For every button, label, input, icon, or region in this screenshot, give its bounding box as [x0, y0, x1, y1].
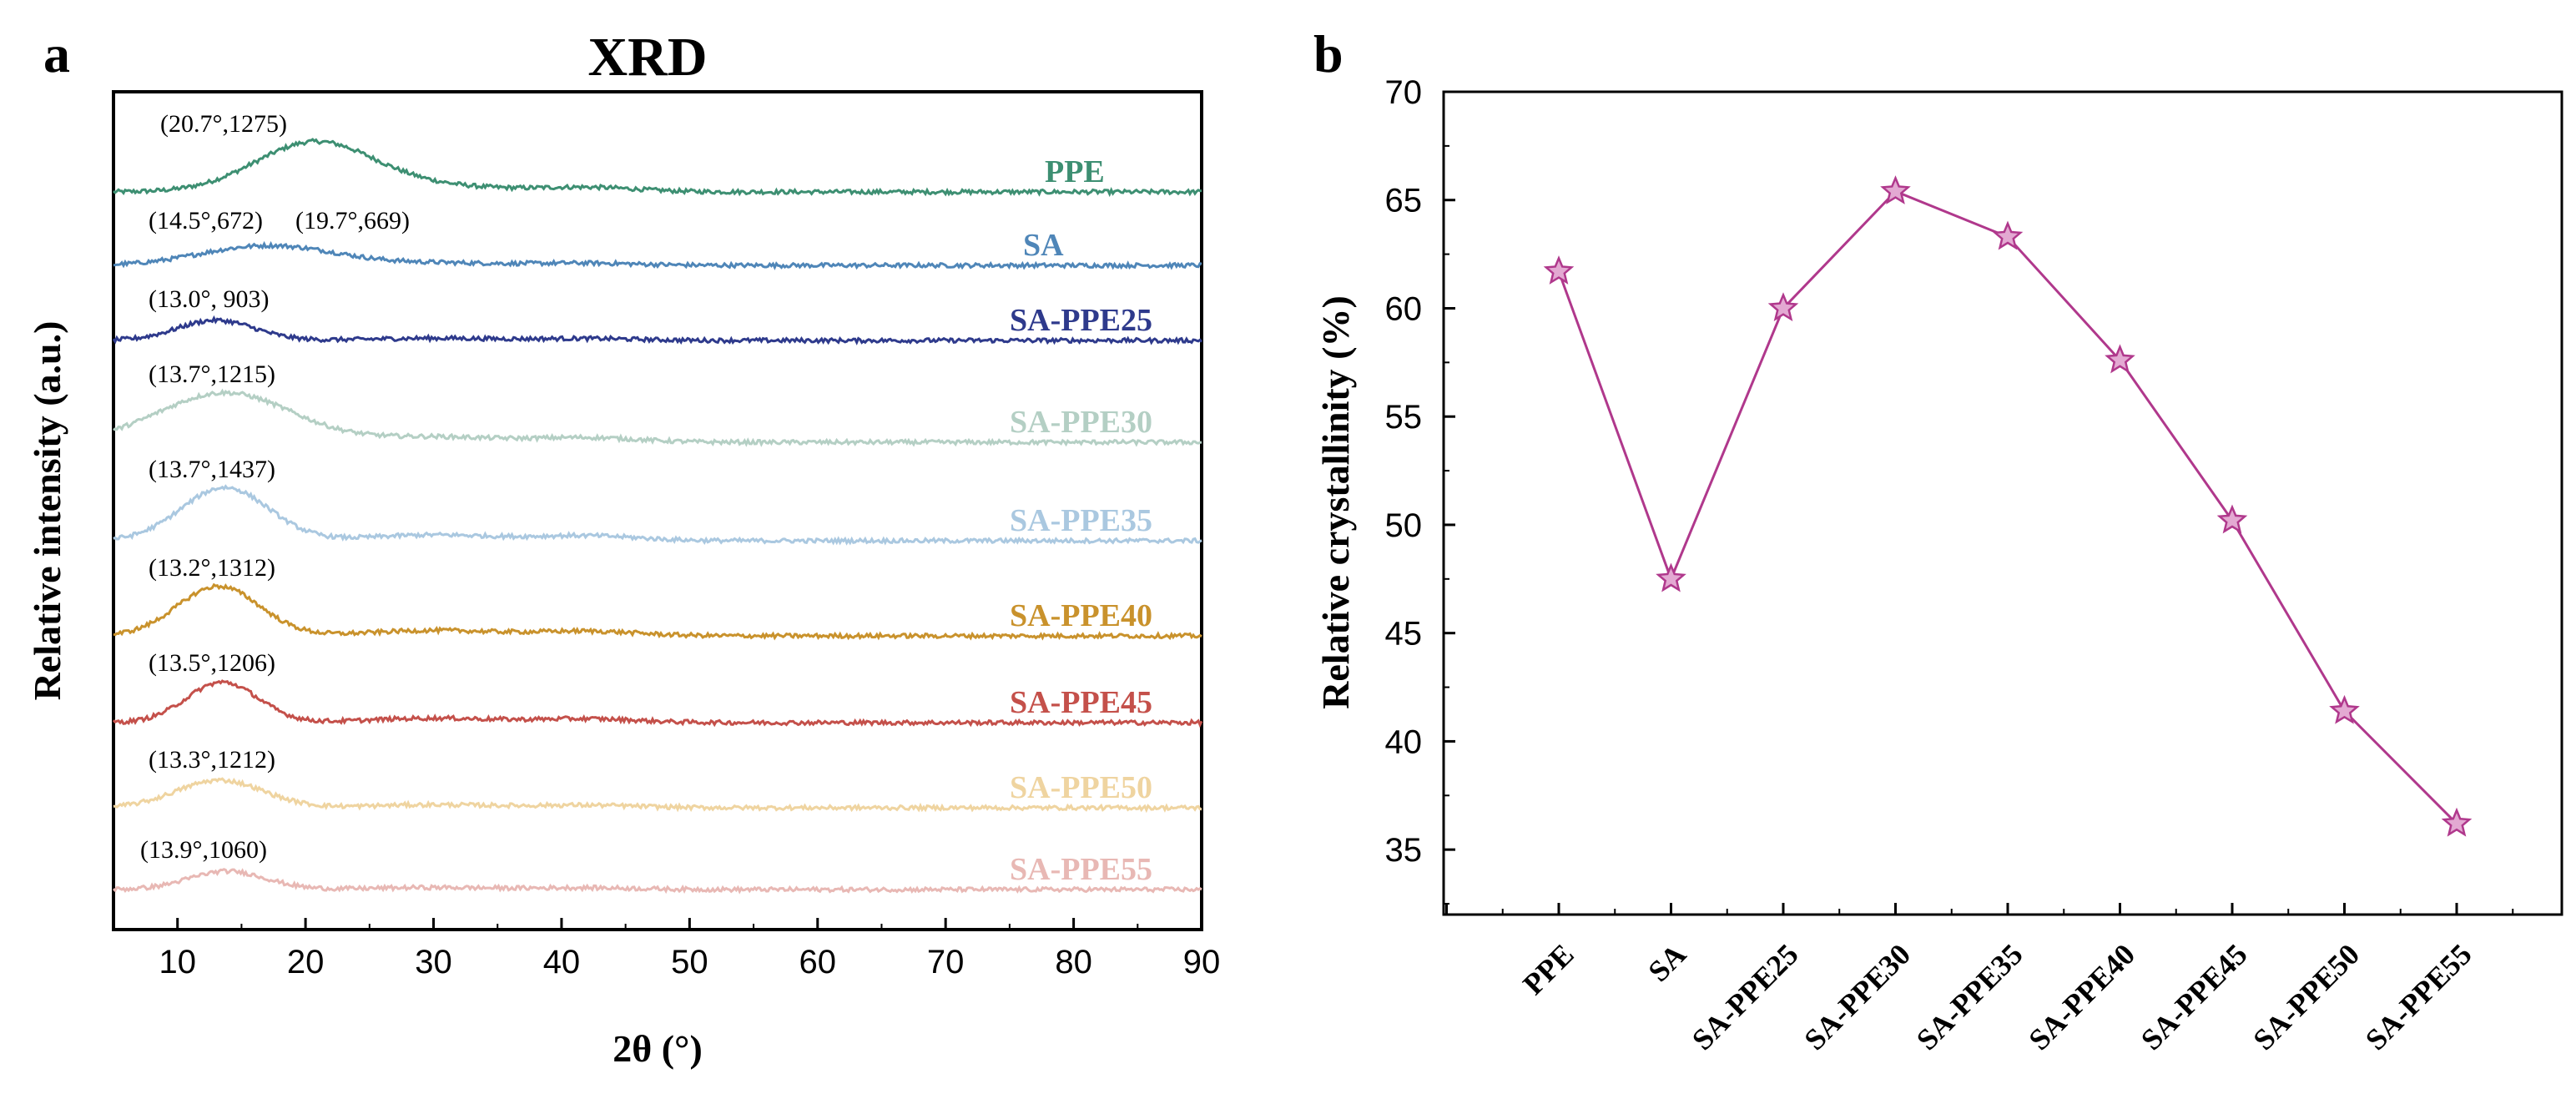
category-label: SA-PPE25 — [1686, 937, 1805, 1056]
series-sa-ppe45: SA-PPE45 (13.5°,1206) — [112, 649, 1203, 728]
xrd-trace — [112, 315, 1203, 345]
y-axis-label-b: Relative crystallinity (%) — [1314, 295, 1357, 709]
series-label: SA-PPE35 — [1010, 503, 1152, 538]
category-label: SA — [1641, 937, 1692, 988]
series-label: SA-PPE40 — [1010, 598, 1152, 633]
peak-annotation: (13.3°,1212) — [149, 746, 275, 774]
y-tick-label: 45 — [1385, 616, 1423, 653]
data-point-star — [1880, 175, 1911, 204]
series-label: PPE — [1045, 154, 1105, 189]
series-sa-ppe55: SA-PPE55 (13.9°,1060) — [112, 836, 1202, 895]
y-tick-label: 40 — [1385, 723, 1423, 760]
xrd-trace — [113, 484, 1202, 546]
x-tick-label: 20 — [287, 944, 325, 980]
x-tick-label: 40 — [543, 944, 581, 980]
peak-annotation: (13.7°,1437) — [149, 456, 275, 483]
xrd-trace — [113, 777, 1202, 814]
series-group-b — [1543, 175, 2473, 837]
series-label: SA-PPE50 — [1010, 770, 1152, 805]
category-label: SA-PPE55 — [2359, 937, 2478, 1056]
data-point-star — [2441, 807, 2473, 837]
xrd-trace — [112, 679, 1203, 728]
peak-annotation: (13.2°,1312) — [149, 554, 275, 582]
panel-b-crystallinity: b 35 40 45 50 55 60 65 70 PPE SASA-PPE25SA-PPE30… — [1313, 24, 2563, 1056]
y-axis-b: 35 40 45 50 55 60 65 70 — [1385, 74, 1455, 905]
y-tick-label: 35 — [1385, 832, 1423, 869]
series-sa-ppe30: SA-PPE30 (13.7°,1215) — [113, 360, 1202, 447]
peak-annotation: (13.9°,1060) — [140, 836, 267, 864]
series-group-a: PPE(20.7°,1275)SA(14.5°,672) (19.7°,669)S… — [112, 110, 1203, 895]
x-tick-label: 60 — [799, 944, 837, 980]
series-label: SA — [1023, 228, 1064, 263]
plot-frame-b — [1442, 90, 2563, 916]
data-point-star — [1656, 562, 1686, 592]
x-axis-label: 2θ (°) — [612, 1027, 703, 1070]
x-tick-label: 50 — [671, 944, 708, 980]
xrd-trace — [113, 388, 1202, 447]
series-sa: SA (14.5°,672) (19.7°,669) — [113, 207, 1202, 270]
series-label: SA-PPE45 — [1010, 685, 1152, 720]
peak-annotation: (13.0°, 903) — [149, 285, 269, 313]
x-tick-label: 90 — [1183, 944, 1221, 980]
series-label: SA-PPE30 — [1010, 405, 1152, 440]
peak-annotation: (13.7°,1215) — [149, 360, 275, 388]
x-tick-label: 80 — [1055, 944, 1092, 980]
category-label: SA-PPE35 — [1910, 937, 2029, 1056]
peak-annotation: (14.5°,672) — [149, 207, 263, 234]
y-tick-label: 65 — [1385, 183, 1423, 219]
category-label: SA-PPE45 — [2135, 937, 2254, 1056]
series-sa-ppe50: SA-PPE50 (13.3°,1212) — [113, 746, 1202, 814]
xrd-trace — [112, 138, 1202, 198]
xrd-trace — [112, 868, 1202, 895]
crystallinity-line — [1557, 189, 2458, 825]
data-point-star — [1543, 255, 1575, 285]
peak-annotation: (20.7°,1275) — [160, 110, 287, 138]
category-label: SA-PPE40 — [2022, 937, 2141, 1056]
y-tick-label: 50 — [1385, 507, 1423, 544]
panel-a-xrd: a XRD 10 20 30 40 50 60 70 80 90 PPE (20.7°,1275)… — [26, 24, 1220, 1070]
peak-annotation: (19.7°,669) — [295, 207, 410, 234]
data-point-star — [2329, 694, 2360, 724]
series-sa-ppe35: SA-PPE35 (13.7°,1437) — [113, 456, 1202, 546]
y-tick-label: 55 — [1385, 399, 1423, 436]
x-axis-a: 10 20 30 40 50 60 70 80 90 — [113, 918, 1220, 980]
panel-a-letter: a — [43, 24, 70, 83]
y-tick-label: 70 — [1385, 74, 1423, 111]
series-label: SA-PPE25 — [1010, 303, 1152, 338]
data-point-star — [1767, 292, 1799, 322]
xrd-trace — [113, 240, 1202, 270]
data-point-star — [1992, 220, 2024, 250]
series-sa-ppe40: SA-PPE40 (13.2°,1312) — [113, 554, 1202, 641]
series-sa-ppe25: SA-PPE25 (13.0°, 903) — [112, 285, 1203, 345]
category-label: SA-PPE30 — [1797, 937, 1917, 1056]
data-point-star — [2105, 344, 2135, 374]
data-point-star — [2216, 504, 2248, 534]
plot-frame-a — [112, 90, 1203, 931]
chart-title: XRD — [588, 27, 708, 88]
series-ppe: PPE (20.7°,1275) — [112, 110, 1202, 198]
x-tick-label: 30 — [415, 944, 452, 980]
category-label: PPE — [1516, 937, 1580, 1001]
peak-annotation: (13.5°,1206) — [149, 649, 275, 677]
xrd-trace — [113, 582, 1202, 641]
x-tick-label: 70 — [927, 944, 965, 980]
y-axis-label: Relative intensity (a.u.) — [26, 321, 68, 701]
series-label: SA-PPE55 — [1010, 852, 1152, 887]
x-axis-b: PPE SASA-PPE25SA-PPE30SA-PPE35SA-PPE40SA-… — [1445, 903, 2514, 1056]
y-tick-label: 60 — [1385, 290, 1423, 327]
panel-b-letter: b — [1313, 24, 1343, 83]
x-tick-label: 10 — [159, 944, 196, 980]
category-label: SA-PPE50 — [2246, 937, 2366, 1056]
